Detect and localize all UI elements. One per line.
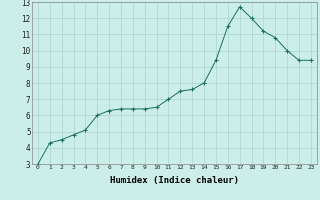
X-axis label: Humidex (Indice chaleur): Humidex (Indice chaleur) xyxy=(110,176,239,185)
